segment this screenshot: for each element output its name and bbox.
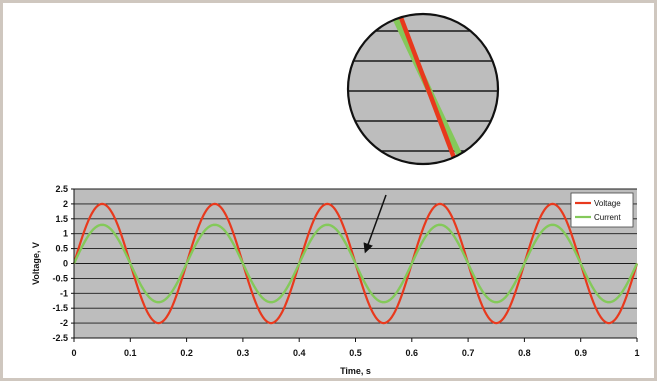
y-tick-label: -1.5 [52, 303, 68, 313]
x-tick-label: 0.6 [406, 348, 419, 358]
x-axis-title: Time, s [340, 366, 371, 376]
y-tick-label: -2.5 [52, 333, 68, 343]
line-chart: Voltage Current 2.5 2 1.5 1 0.5 0 -0.5 -1 -1.5 -2 -… [31, 12, 640, 376]
y-tick-label: 0 [63, 259, 68, 269]
x-tick-label: 0.5 [349, 348, 362, 358]
y-tick-label: 2 [63, 199, 68, 209]
legend-box [570, 192, 634, 228]
magnifier-line-voltage [394, 14, 462, 164]
series-line-current [72, 223, 639, 304]
y-tick-label: 1 [63, 229, 68, 239]
x-tick-label: 0.9 [574, 348, 587, 358]
legend-label-current: Current [594, 213, 621, 222]
x-tick-label: 0.3 [237, 348, 250, 358]
y-tick-label: -1 [60, 288, 68, 298]
y-tick-label: 2.5 [55, 184, 68, 194]
x-tick-label: 0.7 [462, 348, 475, 358]
x-tick-label: 0.1 [124, 348, 137, 358]
y-tick-label: -2 [60, 318, 68, 328]
x-tick-label: 1 [634, 348, 639, 358]
x-tick-label: 0.4 [293, 348, 306, 358]
x-tick-label: 0.2 [180, 348, 193, 358]
y-tick-label: -0.5 [52, 273, 68, 283]
x-tick-label: 0 [71, 348, 76, 358]
x-tick-label: 0.8 [518, 348, 531, 358]
magnifier-background [348, 14, 498, 164]
legend-label-voltage: Voltage [594, 199, 621, 208]
magnifier-lens [348, 14, 498, 164]
y-tick-label: 1.5 [55, 214, 68, 224]
y-tick-label: 0.5 [55, 244, 68, 254]
magnifier-ring [346, 12, 500, 166]
y-axis-title: Voltage, V [31, 242, 41, 285]
magnifier-arrow [363, 194, 387, 254]
